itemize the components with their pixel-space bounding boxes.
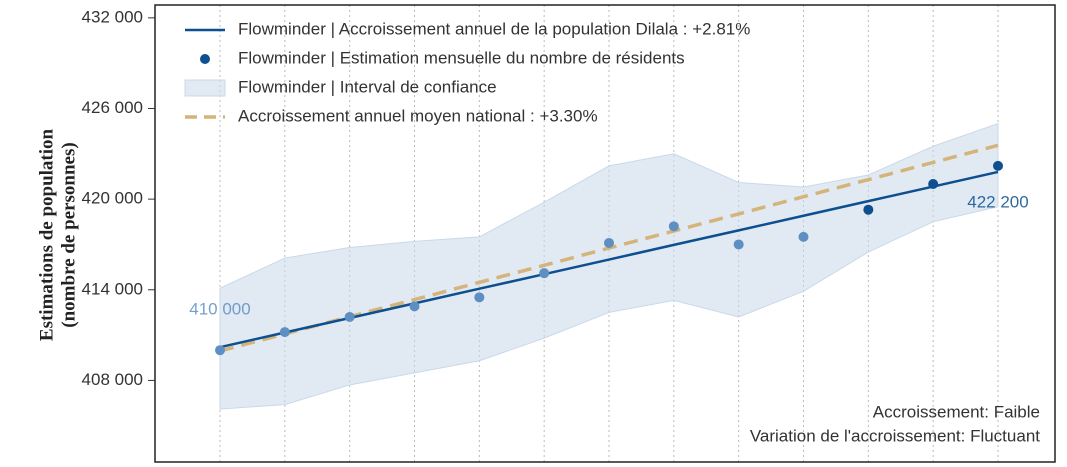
point xyxy=(344,311,355,322)
y-tick-label: 432 000 xyxy=(82,7,143,26)
legend-swatch xyxy=(200,54,210,64)
note: Accroissement: Faible xyxy=(873,402,1040,421)
y-tick-label: 414 000 xyxy=(82,279,143,298)
legend-label: Flowminder | Accroissement annuel de la … xyxy=(238,19,750,38)
point xyxy=(863,204,874,215)
legend-label: Flowminder | Interval de confiance xyxy=(238,77,497,96)
point xyxy=(215,345,225,356)
y-axis-title: (nombre de personnes) xyxy=(58,142,79,327)
y-axis-title: Estimations de population xyxy=(36,128,57,341)
legend-label: Flowminder | Estimation mensuelle du nom… xyxy=(238,48,685,67)
point xyxy=(409,301,420,312)
point xyxy=(798,231,809,242)
y-tick-label: 426 000 xyxy=(82,98,143,117)
y-tick-label: 420 000 xyxy=(82,189,143,208)
value-label: 410 000 xyxy=(189,300,250,319)
point xyxy=(928,179,939,190)
point xyxy=(733,239,744,250)
point xyxy=(604,237,614,248)
value-label: 422 200 xyxy=(967,192,1028,211)
point xyxy=(993,160,1003,171)
y-tick-label: 408 000 xyxy=(82,370,143,389)
legend-label: Accroissement annuel moyen national : +3… xyxy=(238,106,598,125)
point xyxy=(474,292,485,303)
point xyxy=(539,268,550,279)
plot-frame xyxy=(154,4,1056,463)
legend-swatch xyxy=(184,79,226,97)
point xyxy=(279,327,290,338)
point xyxy=(668,221,679,232)
note: Variation de l'accroissement: Fluctuant xyxy=(750,426,1040,445)
